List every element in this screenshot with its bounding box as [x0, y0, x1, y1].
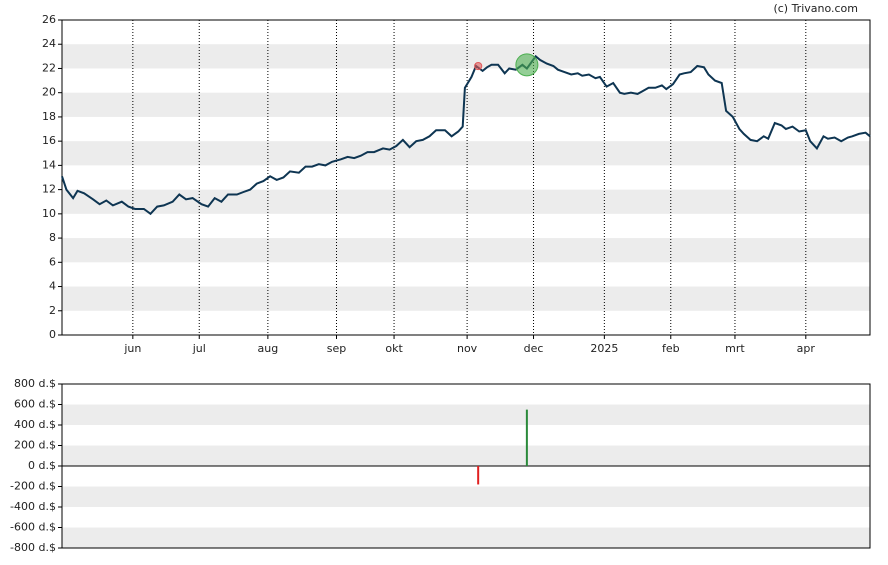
x-tick-label: dec — [524, 342, 544, 355]
y-tick-label: 12 — [42, 183, 56, 196]
y-tick-label: 8 — [49, 231, 56, 244]
grid-band — [62, 189, 870, 214]
grid-band — [62, 404, 870, 425]
x-tick-label: apr — [797, 342, 816, 355]
y-tick-label: 14 — [42, 158, 56, 171]
y-tick-label: 26 — [42, 13, 56, 26]
trade-marker — [474, 61, 483, 71]
grid-band — [62, 44, 870, 69]
y-tick-label: 200 d.$ — [14, 439, 56, 452]
grid-band — [62, 527, 870, 548]
y-tick-label: 6 — [49, 255, 56, 268]
trade-marker — [515, 53, 539, 77]
y-tick-label: 0 d.$ — [28, 459, 56, 472]
y-tick-label: 0 — [49, 328, 56, 341]
price-line — [61, 54, 871, 216]
y-tick-label: 600 d.$ — [14, 398, 56, 411]
credit: (c) Trivano.com — [773, 2, 858, 15]
grid-band — [62, 445, 870, 466]
grid-band — [62, 238, 870, 263]
x-tick-label: feb — [662, 342, 680, 355]
y-tick-label: 4 — [49, 280, 56, 293]
grid-band — [62, 486, 870, 507]
y-tick-label: 400 d.$ — [14, 418, 56, 431]
y-tick-label: 22 — [42, 61, 56, 74]
grid-band — [62, 286, 870, 311]
y-tick-label: 800 d.$ — [14, 377, 56, 390]
y-tick-label: 24 — [42, 37, 56, 50]
grid-band — [62, 92, 870, 117]
grid-band — [62, 141, 870, 166]
x-tick-label: nov — [457, 342, 478, 355]
y-tick-label: -800 d.$ — [10, 541, 56, 554]
x-tick-label: okt — [385, 342, 403, 355]
y-tick-label: -400 d.$ — [10, 500, 56, 513]
x-tick-label: 2025 — [590, 342, 618, 355]
x-tick-label: mrt — [725, 342, 745, 355]
y-tick-label: 16 — [42, 134, 56, 147]
x-tick-label: jun — [123, 342, 141, 355]
x-tick-label: jul — [192, 342, 206, 355]
y-tick-label: -200 d.$ — [10, 480, 56, 493]
x-tick-label: sep — [327, 342, 346, 355]
y-tick-label: -600 d.$ — [10, 521, 56, 534]
y-tick-label: 2 — [49, 304, 56, 317]
y-tick-label: 18 — [42, 110, 56, 123]
y-tick-label: 10 — [42, 207, 56, 220]
y-tick-label: 20 — [42, 86, 56, 99]
x-tick-label: aug — [258, 342, 279, 355]
